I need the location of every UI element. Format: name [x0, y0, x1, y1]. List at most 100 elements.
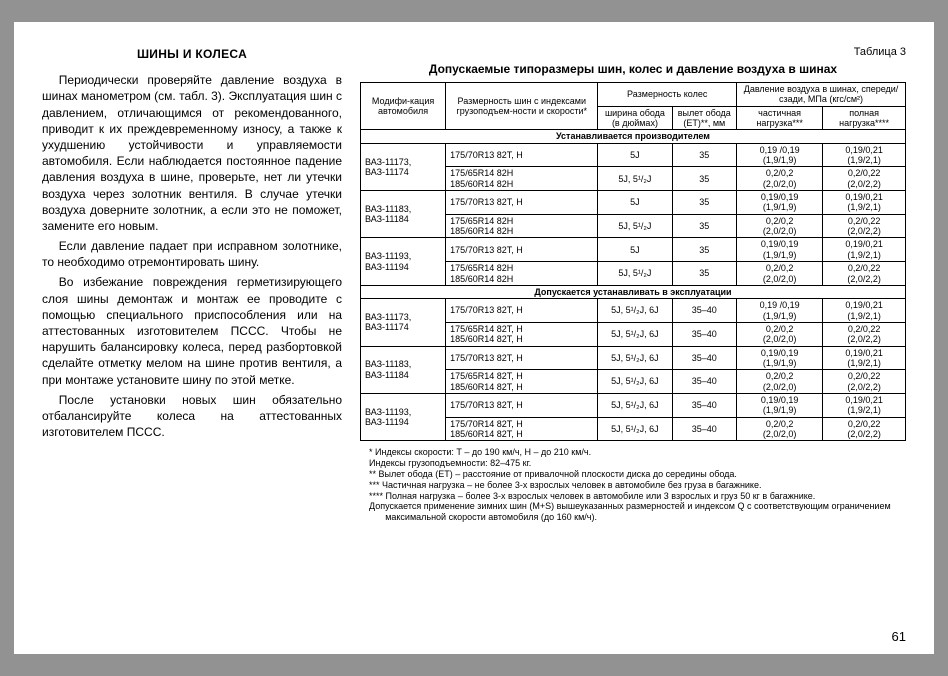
- cell: 35: [672, 143, 736, 167]
- paragraph: Если давление падает при исправном золот…: [42, 238, 342, 270]
- cell: 0,2/0,2(2,0/2,0): [737, 214, 823, 238]
- cell: 35: [672, 238, 736, 262]
- paragraph: Во избежание повреждения герметизирующег…: [42, 274, 342, 387]
- table-number: Таблица 3: [360, 46, 906, 58]
- cell: 0,19/0,21(1,9/2,1): [823, 143, 906, 167]
- cell: 0,19/0,21(1,9/2,1): [823, 393, 906, 417]
- table-body: Устанавливается производителемВАЗ-11173,…: [361, 130, 906, 441]
- cell: 5J, 5¹/₂J, 6J: [598, 346, 672, 370]
- cell: 175/65R14 82T, H185/60R14 82T, H: [446, 322, 598, 346]
- cell: 0,2/0,22(2,0/2,2): [823, 322, 906, 346]
- cell-model: ВАЗ-11193,ВАЗ-11194: [361, 238, 446, 285]
- table-row: ВАЗ-11173,ВАЗ-11174175/70R13 82T, H5J, 5…: [361, 299, 906, 323]
- th-tire: Размерность шин с индексами грузоподъем-…: [446, 83, 598, 130]
- cell: 175/70R13 82T, H: [446, 143, 598, 167]
- cell: 0,2/0,2(2,0/2,0): [737, 322, 823, 346]
- cell: 0,19/0,19(1,9/1,9): [737, 191, 823, 215]
- cell: 5J, 5¹/₂J: [598, 214, 672, 238]
- footnote-line: *** Частичная нагрузка – не более 3-х вз…: [360, 480, 906, 491]
- cell: 0,2/0,22(2,0/2,2): [823, 214, 906, 238]
- cell-model: ВАЗ-11193,ВАЗ-11194: [361, 393, 446, 440]
- th-pressure: Давление воздуха в шинах, спереди/сзади,…: [737, 83, 906, 107]
- cell-model: ВАЗ-11183,ВАЗ-11184: [361, 191, 446, 238]
- footnote-line: Индексы грузоподъемности: 82–475 кг.: [360, 458, 906, 469]
- cell: 0,2/0,2(2,0/2,0): [737, 262, 823, 286]
- cell: 0,2/0,22(2,0/2,2): [823, 417, 906, 441]
- cell: 175/70R13 82T, H: [446, 238, 598, 262]
- cell-model: ВАЗ-11183,ВАЗ-11184: [361, 346, 446, 393]
- cell: 0,19/0,21(1,9/2,1): [823, 238, 906, 262]
- left-column: ШИНЫ И КОЛЕСА Периодически проверяйте да…: [42, 46, 342, 640]
- section-label: Допускается устанавливать в эксплуатации: [361, 285, 906, 298]
- cell: 175/70R13 82T, H: [446, 299, 598, 323]
- cell-model: ВАЗ-11173,ВАЗ-11174: [361, 299, 446, 346]
- cell: 175/65R14 82H185/60R14 82H: [446, 214, 598, 238]
- section-heading: ШИНЫ И КОЛЕСА: [42, 46, 342, 62]
- cell: 5J: [598, 143, 672, 167]
- th-full: полная нагрузка****: [823, 106, 906, 130]
- cell: 175/70R13 82T, H: [446, 191, 598, 215]
- footnote-line: Допускается применение зимних шин (M+S) …: [360, 501, 906, 523]
- cell: 35: [672, 262, 736, 286]
- cell: 5J: [598, 238, 672, 262]
- cell: 175/65R14 82H185/60R14 82H: [446, 167, 598, 191]
- cell: 35–40: [672, 299, 736, 323]
- cell: 0,19/0,21(1,9/2,1): [823, 191, 906, 215]
- cell: 0,2/0,22(2,0/2,2): [823, 262, 906, 286]
- cell-model: ВАЗ-11173,ВАЗ-11174: [361, 143, 446, 190]
- section-row: Допускается устанавливать в эксплуатации: [361, 285, 906, 298]
- th-model: Модифи-кация автомобиля: [361, 83, 446, 130]
- cell: 35–40: [672, 322, 736, 346]
- table-row: ВАЗ-11193,ВАЗ-11194175/70R13 82T, H5J, 5…: [361, 393, 906, 417]
- cell: 35–40: [672, 393, 736, 417]
- cell: 0,19/0,19(1,9/1,9): [737, 346, 823, 370]
- cell: 5J, 5¹/₂J, 6J: [598, 299, 672, 323]
- paragraph: После установки новых шин обязательно от…: [42, 392, 342, 441]
- th-partial: частичная нагрузка***: [737, 106, 823, 130]
- th-wheel: Размерность колес: [598, 83, 737, 107]
- cell: 0,19/0,19(1,9/1,9): [737, 393, 823, 417]
- cell: 35: [672, 191, 736, 215]
- table-row: ВАЗ-11183,ВАЗ-11184175/70R13 82T, H5J350…: [361, 191, 906, 215]
- cell: 35: [672, 167, 736, 191]
- cell: 5J: [598, 191, 672, 215]
- cell: 35–40: [672, 370, 736, 394]
- cell: 0,2/0,22(2,0/2,2): [823, 370, 906, 394]
- cell: 0,19/0,21(1,9/2,1): [823, 346, 906, 370]
- document-page: ШИНЫ И КОЛЕСА Периодически проверяйте да…: [14, 22, 934, 654]
- cell: 175/70R13 82T, H: [446, 346, 598, 370]
- footnote-line: * Индексы скорости: Т – до 190 км/ч, Н –…: [360, 447, 906, 458]
- cell: 35–40: [672, 417, 736, 441]
- cell: 5J, 5¹/₂J, 6J: [598, 393, 672, 417]
- cell: 175/65R14 82T, H185/60R14 82T, H: [446, 370, 598, 394]
- cell: 5J, 5¹/₂J: [598, 167, 672, 191]
- cell: 175/70R14 82T, H185/60R14 82T, H: [446, 417, 598, 441]
- table-row: ВАЗ-11193,ВАЗ-11194175/70R13 82T, H5J350…: [361, 238, 906, 262]
- cell: 0,19/0,21(1,9/2,1): [823, 299, 906, 323]
- th-offset: вылет обода (ЕТ)**, мм: [672, 106, 736, 130]
- cell: 5J, 5¹/₂J: [598, 262, 672, 286]
- cell: 175/70R13 82T, H: [446, 393, 598, 417]
- table-title: Допускаемые типоразмеры шин, колес и дав…: [360, 62, 906, 76]
- cell: 5J, 5¹/₂J, 6J: [598, 322, 672, 346]
- footnotes: * Индексы скорости: Т – до 190 км/ч, Н –…: [360, 447, 906, 523]
- cell: 0,2/0,2(2,0/2,0): [737, 417, 823, 441]
- cell: 35: [672, 214, 736, 238]
- tire-table: Модифи-кация автомобиля Размерность шин …: [360, 82, 906, 441]
- cell: 0,19 /0,19(1,9/1,9): [737, 143, 823, 167]
- right-column: Таблица 3 Допускаемые типоразмеры шин, к…: [360, 46, 906, 640]
- section-row: Устанавливается производителем: [361, 130, 906, 143]
- footnote-line: **** Полная нагрузка – более 3-х взрослы…: [360, 491, 906, 502]
- footnote-line: ** Вылет обода (ЕТ) – расстояние от прив…: [360, 469, 906, 480]
- cell: 35–40: [672, 346, 736, 370]
- page-number: 61: [892, 629, 906, 644]
- cell: 0,2/0,22(2,0/2,2): [823, 167, 906, 191]
- table-row: ВАЗ-11173,ВАЗ-11174175/70R13 82T, H5J350…: [361, 143, 906, 167]
- cell: 0,2/0,2(2,0/2,0): [737, 167, 823, 191]
- th-rim-width: ширина обода (в дюймах): [598, 106, 672, 130]
- cell: 0,2/0,2(2,0/2,0): [737, 370, 823, 394]
- paragraph: Периодически проверяйте давление воздуха…: [42, 72, 342, 234]
- cell: 5J, 5¹/₂J, 6J: [598, 417, 672, 441]
- cell: 0,19 /0,19(1,9/1,9): [737, 299, 823, 323]
- cell: 0,19/0,19(1,9/1,9): [737, 238, 823, 262]
